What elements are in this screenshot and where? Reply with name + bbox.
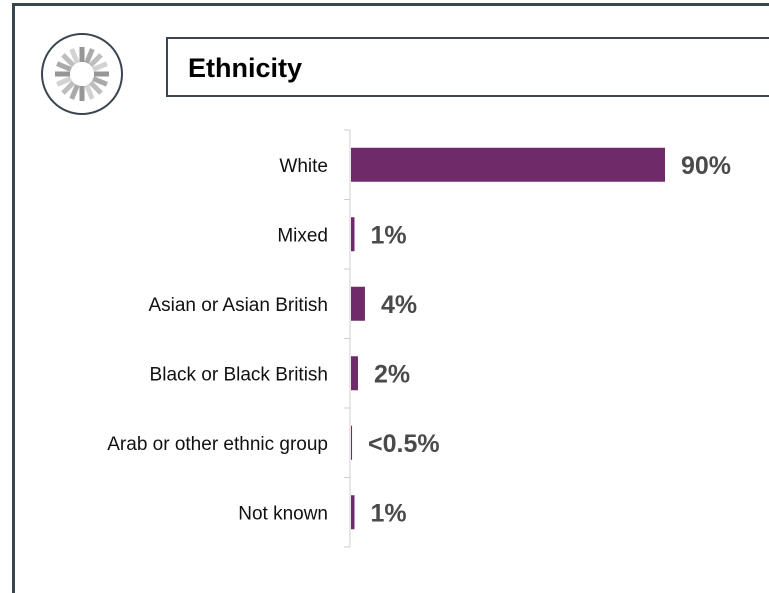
value-label: <0.5%	[368, 430, 440, 458]
category-label: Asian or Asian British	[148, 295, 328, 316]
logo-spoke	[61, 80, 76, 95]
bar-2	[351, 286, 365, 321]
logo-spoke	[84, 48, 95, 64]
category-label: Mixed	[277, 225, 328, 246]
value-label: 4%	[381, 291, 417, 319]
logo-spoke	[56, 76, 72, 87]
bar-0	[351, 147, 665, 182]
page-title: Ethnicity	[188, 53, 303, 83]
value-label: 2%	[374, 360, 410, 388]
bar-1	[351, 217, 355, 252]
ethnicity-bar-chart: White Mixed Asian or Asian British Black or…	[107, 129, 731, 548]
logo-spoke	[88, 80, 103, 95]
logo-spoke	[84, 84, 95, 100]
logo-spoke	[92, 61, 108, 72]
category-label: White	[279, 156, 328, 177]
value-label: 90%	[681, 152, 731, 180]
outer-frame	[12, 3, 769, 593]
value-label: 1%	[370, 499, 406, 527]
logo-spoke	[56, 61, 72, 72]
category-label: Arab or other ethnic group	[107, 434, 328, 455]
logo-spoke	[61, 53, 76, 68]
category-label: Black or Black British	[150, 364, 328, 385]
bar-5	[351, 495, 355, 530]
logo-spoke	[88, 53, 103, 68]
dashed-circle-icon	[41, 33, 123, 115]
bar-3	[351, 356, 358, 391]
bar-4	[351, 425, 353, 460]
logo-spoke	[92, 76, 108, 87]
logo-spoke	[69, 48, 80, 64]
logo-spoke	[69, 84, 80, 100]
value-label: 1%	[370, 221, 406, 249]
category-label: Not known	[238, 503, 328, 524]
title-box: Ethnicity	[166, 37, 769, 97]
